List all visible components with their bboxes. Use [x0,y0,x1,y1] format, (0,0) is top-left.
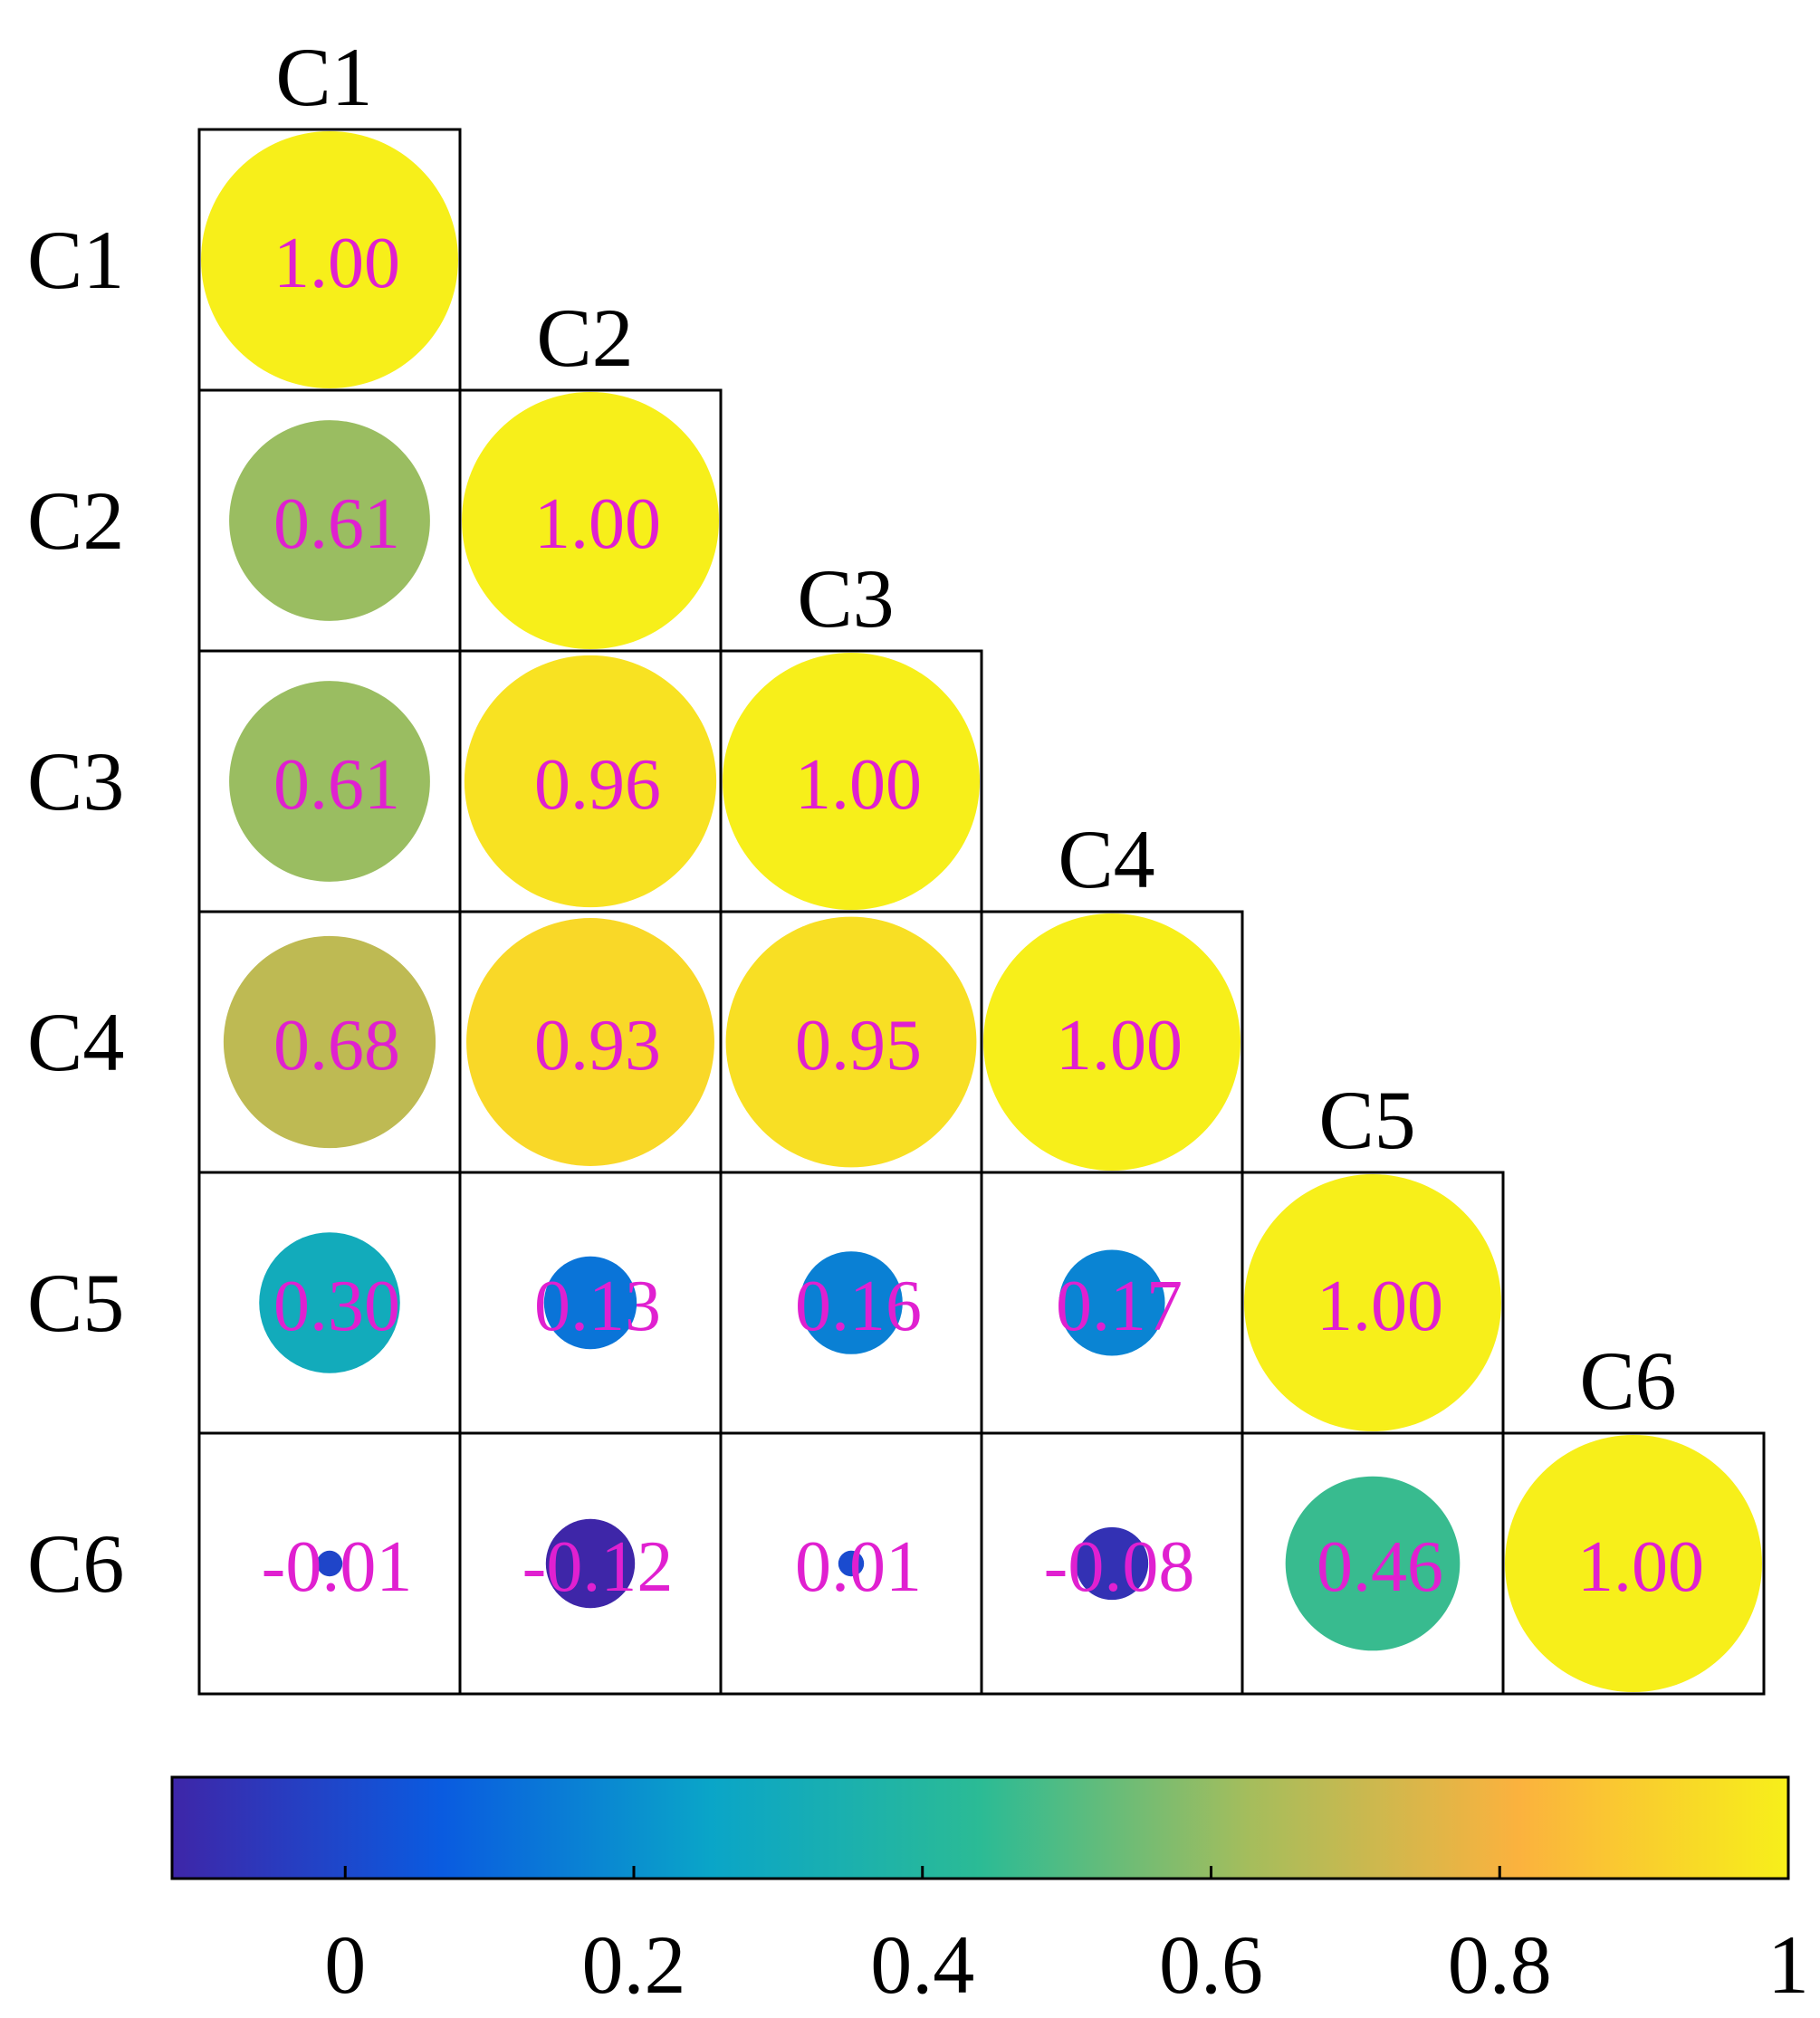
correlation-circle [464,655,717,908]
value-label: 0.01 [795,1527,922,1607]
correlation-circle [201,131,458,388]
value-label: 1.00 [273,224,400,303]
correlation-circle [466,918,714,1166]
value-label: 0.13 [534,1267,661,1346]
value-label: 0.96 [534,745,661,825]
colorbar-tick-label: 0.2 [582,1918,686,2011]
value-label: 1.00 [1577,1527,1704,1607]
correlation-circle [1058,1249,1165,1356]
correlation-circle [1505,1435,1762,1692]
row-label: C4 [27,996,124,1088]
value-label: -0.01 [262,1527,413,1607]
column-label: C4 [1058,813,1154,905]
correlation-circle [838,1550,865,1577]
cell-grid [197,128,1766,1696]
value-label: 1.00 [534,484,661,564]
value-label: 1.00 [795,745,922,825]
row-label: C6 [27,1517,124,1610]
correlation-circle [259,1232,400,1373]
correlation-circle [983,913,1240,1171]
column-label: C1 [275,31,372,123]
correlation-circle [723,653,980,910]
value-label: 0.61 [273,484,400,564]
value-label: 1.00 [1056,1006,1183,1086]
correlation-circle [1285,1476,1461,1651]
correlation-circle [800,1251,903,1354]
correlation-circle [316,1550,343,1577]
colorbar: 0 0.2 0.4 0.6 0.8 1 [170,1775,1809,2011]
value-label: 0.61 [273,745,400,825]
axis-labels: C1 C1 C2 C2 C3 C3 C4 C4 C5 C5 C6 C6 [27,31,1677,1610]
value-label: 0.68 [273,1006,400,1086]
value-label: -0.12 [522,1527,674,1607]
correlation-circle [1075,1526,1149,1601]
colorbar-gradient [170,1775,1790,1880]
value-label: -0.08 [1044,1527,1195,1607]
value-label: 1.00 [1317,1267,1443,1346]
correlation-circle [545,1518,636,1609]
correlation-circle [229,420,430,621]
row-label: C1 [27,214,124,306]
correlation-circle [229,681,430,882]
row-label: C3 [27,735,124,827]
colorbar-tick-label: 0.6 [1159,1918,1263,2011]
column-label: C5 [1318,1074,1415,1166]
value-labels: 1.00 0.61 1.00 0.61 0.96 1.00 0.68 0.93 0.95 1.00… [262,224,1704,1607]
value-label: 0.16 [795,1267,922,1346]
correlation-circles [201,131,1762,1692]
row-label: C5 [27,1257,124,1349]
value-label: 0.95 [795,1006,922,1086]
value-label: 0.30 [273,1267,400,1346]
correlation-circle [462,392,719,649]
colorbar-tick-label: 0.4 [870,1918,974,2011]
column-label: C2 [536,292,633,384]
correlation-circle [223,935,436,1149]
row-label: C2 [27,474,124,567]
grid-cell [1501,1431,1766,1696]
column-label: C6 [1579,1334,1676,1427]
correlation-circle [1244,1174,1501,1431]
value-label: 0.17 [1056,1267,1183,1346]
column-label: C3 [797,552,894,645]
correlation-circle [725,916,977,1168]
correlation-circle [543,1256,637,1350]
value-label: 0.93 [534,1006,661,1086]
colorbar-tick-label: 0.8 [1448,1918,1552,2011]
colorbar-tick-label: 0 [324,1918,366,2011]
colorbar-tick-label: 1 [1767,1918,1809,2011]
value-label: 0.46 [1317,1527,1443,1607]
